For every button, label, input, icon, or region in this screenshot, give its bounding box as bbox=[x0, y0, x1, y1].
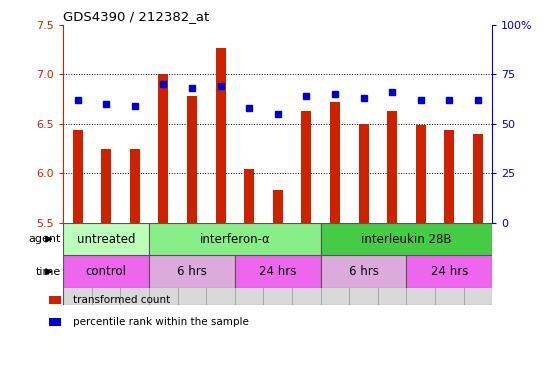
Bar bbox=[149, 255, 235, 288]
Text: GSM773318: GSM773318 bbox=[102, 225, 111, 280]
Bar bbox=[149, 223, 321, 255]
Text: GDS4390 / 212382_at: GDS4390 / 212382_at bbox=[63, 10, 210, 23]
Bar bbox=[301, 111, 311, 223]
Text: GSM773331: GSM773331 bbox=[388, 225, 397, 280]
Bar bbox=[263, 223, 292, 305]
Bar bbox=[416, 125, 426, 223]
Text: control: control bbox=[86, 265, 126, 278]
Bar bbox=[406, 255, 492, 288]
Text: agent: agent bbox=[28, 234, 60, 244]
Text: GSM773330: GSM773330 bbox=[359, 225, 368, 280]
Bar bbox=[49, 318, 60, 326]
Text: interferon-α: interferon-α bbox=[200, 233, 270, 245]
Bar bbox=[321, 223, 492, 255]
Text: GSM773328: GSM773328 bbox=[474, 225, 482, 280]
Text: untreated: untreated bbox=[77, 233, 135, 245]
Text: GSM773321: GSM773321 bbox=[273, 225, 282, 280]
Bar bbox=[330, 102, 340, 223]
Text: GSM773322: GSM773322 bbox=[302, 225, 311, 280]
Bar bbox=[206, 223, 235, 305]
Bar bbox=[101, 149, 111, 223]
Text: GSM773323: GSM773323 bbox=[159, 225, 168, 280]
Bar bbox=[216, 48, 225, 223]
Text: 6 hrs: 6 hrs bbox=[349, 265, 378, 278]
Bar bbox=[321, 255, 406, 288]
Text: GSM773327: GSM773327 bbox=[445, 225, 454, 280]
Bar bbox=[349, 223, 378, 305]
Text: transformed count: transformed count bbox=[73, 295, 170, 305]
Bar bbox=[63, 223, 149, 255]
Text: percentile rank within the sample: percentile rank within the sample bbox=[73, 318, 249, 328]
Bar bbox=[378, 223, 406, 305]
Bar bbox=[158, 74, 168, 223]
Text: GSM773326: GSM773326 bbox=[416, 225, 425, 280]
Bar bbox=[244, 169, 254, 223]
Bar bbox=[435, 223, 464, 305]
Bar bbox=[292, 223, 321, 305]
Bar bbox=[178, 223, 206, 305]
Text: 6 hrs: 6 hrs bbox=[177, 265, 207, 278]
Bar bbox=[359, 124, 369, 223]
Bar bbox=[149, 223, 178, 305]
Bar bbox=[387, 111, 397, 223]
Bar bbox=[444, 130, 454, 223]
Text: GSM773320: GSM773320 bbox=[245, 225, 254, 280]
Bar bbox=[120, 223, 149, 305]
Bar bbox=[273, 190, 283, 223]
Text: GSM773319: GSM773319 bbox=[130, 225, 139, 280]
Bar bbox=[73, 130, 82, 223]
Bar bbox=[49, 296, 60, 305]
Bar bbox=[235, 255, 321, 288]
Text: GSM773325: GSM773325 bbox=[216, 225, 225, 280]
Bar bbox=[63, 223, 92, 305]
Bar bbox=[130, 149, 140, 223]
Bar bbox=[321, 223, 349, 305]
Bar bbox=[473, 134, 483, 223]
Text: 24 hrs: 24 hrs bbox=[431, 265, 468, 278]
Text: GSM773317: GSM773317 bbox=[73, 225, 82, 280]
Bar bbox=[63, 255, 149, 288]
Bar bbox=[464, 223, 492, 305]
Text: 24 hrs: 24 hrs bbox=[259, 265, 296, 278]
Bar bbox=[406, 223, 435, 305]
Text: time: time bbox=[35, 266, 60, 277]
Bar bbox=[235, 223, 263, 305]
Text: interleukin 28B: interleukin 28B bbox=[361, 233, 452, 245]
Text: GSM773329: GSM773329 bbox=[331, 225, 339, 280]
Text: GSM773324: GSM773324 bbox=[188, 225, 196, 280]
Bar bbox=[92, 223, 120, 305]
Bar bbox=[187, 96, 197, 223]
